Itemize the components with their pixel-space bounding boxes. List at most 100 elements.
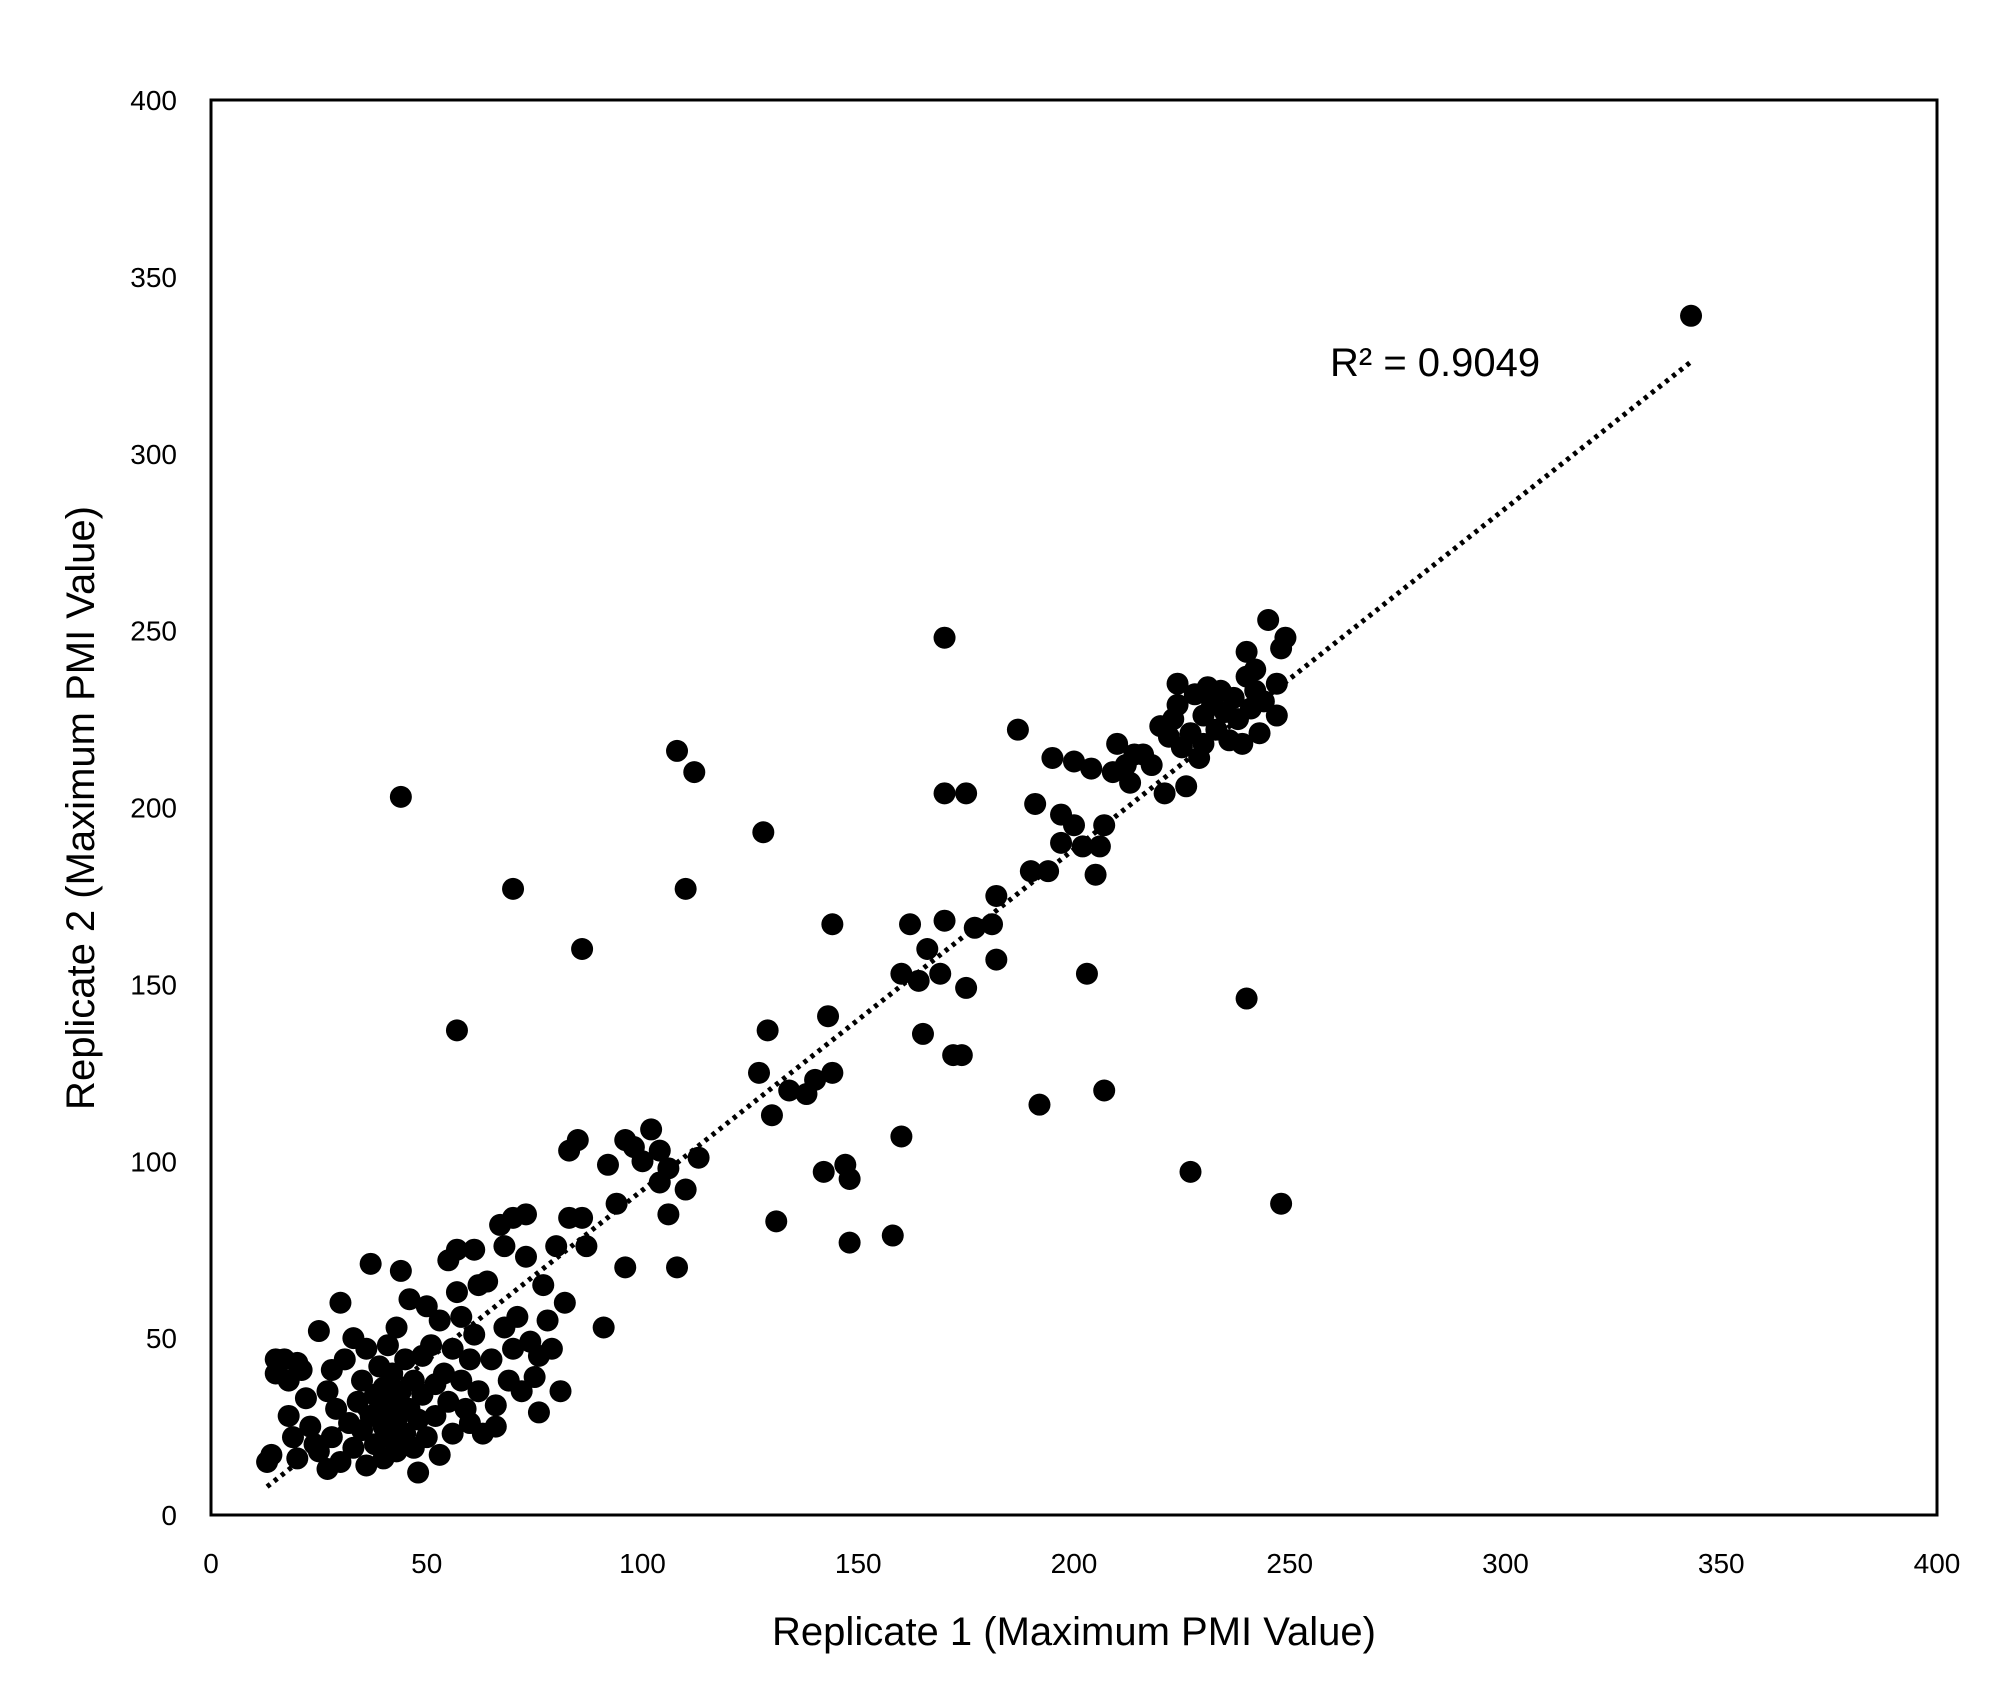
data-point (648, 1139, 671, 1162)
data-point (450, 1305, 473, 1328)
data-point (1231, 732, 1254, 755)
data-point (445, 1238, 468, 1261)
data-point (1140, 754, 1163, 777)
data-point (333, 1348, 356, 1371)
data-point (553, 1291, 576, 1314)
y-tick-label: 100 (130, 1146, 177, 1177)
data-point (329, 1450, 352, 1473)
data-point (450, 1369, 473, 1392)
y-tick-label: 350 (130, 262, 177, 293)
data-point (484, 1394, 507, 1417)
data-point (260, 1443, 283, 1466)
data-point (536, 1309, 559, 1332)
data-point (493, 1235, 516, 1258)
data-point (441, 1337, 464, 1360)
data-point (812, 1160, 835, 1183)
data-point (415, 1426, 438, 1449)
data-point (458, 1348, 481, 1371)
data-point (955, 782, 978, 805)
data-point (916, 938, 939, 960)
x-axis-title: Replicate 1 (Maximum PMI Value) (772, 1610, 1376, 1654)
data-point (752, 821, 775, 844)
data-point (407, 1408, 430, 1431)
y-axis-title: Replicate 2 (Maximum PMI Value) (59, 506, 103, 1110)
data-point (1153, 782, 1176, 805)
data-point (1024, 792, 1047, 815)
data-point (687, 1146, 710, 1169)
data-point (1093, 1079, 1116, 1102)
data-point (532, 1274, 555, 1297)
data-point (359, 1252, 382, 1275)
data-point (899, 913, 922, 936)
data-point (463, 1323, 486, 1346)
data-point (1235, 640, 1258, 663)
data-point (407, 1461, 430, 1484)
data-point (502, 1337, 525, 1360)
data-point (907, 969, 930, 992)
data-points (256, 304, 1703, 1484)
data-point (484, 1415, 507, 1438)
data-point (817, 1005, 840, 1028)
data-point (1274, 626, 1297, 649)
data-point (1248, 722, 1271, 745)
data-point (592, 1316, 615, 1339)
data-point (804, 1068, 827, 1091)
data-point (890, 962, 913, 985)
data-point (480, 1348, 503, 1371)
data-point (605, 1192, 628, 1215)
data-point (981, 913, 1004, 936)
x-tick-label: 250 (1266, 1548, 1313, 1579)
data-point (821, 1061, 844, 1084)
data-point (514, 1245, 537, 1268)
data-point (1192, 732, 1215, 755)
data-point (445, 1019, 468, 1042)
data-point (1166, 672, 1189, 695)
data-point (467, 1380, 490, 1403)
data-point (342, 1436, 365, 1459)
y-tick-label: 50 (146, 1323, 177, 1354)
data-point (748, 1061, 771, 1084)
data-point (674, 1178, 697, 1201)
x-tick-label: 350 (1698, 1548, 1745, 1579)
data-point (445, 1281, 468, 1304)
data-point (575, 1235, 598, 1258)
x-tick-label: 200 (1051, 1548, 1098, 1579)
data-point (433, 1362, 456, 1385)
data-point (963, 916, 986, 939)
y-tick-labels: 0 50 100 150 200 250 300 350 400 (130, 85, 177, 1531)
data-point (1252, 690, 1275, 713)
data-point (571, 1206, 594, 1229)
x-tick-label: 400 (1914, 1548, 1961, 1579)
data-point (985, 948, 1008, 971)
data-point (510, 1380, 533, 1403)
data-point (476, 1270, 499, 1293)
data-point (540, 1337, 563, 1360)
data-point (506, 1305, 529, 1328)
y-tick-label: 300 (130, 439, 177, 470)
x-tick-label: 100 (619, 1548, 666, 1579)
data-point (527, 1401, 550, 1424)
data-point (683, 761, 706, 784)
data-point (838, 1167, 861, 1190)
data-point (294, 1387, 317, 1410)
data-point (514, 1203, 537, 1226)
data-point (290, 1358, 313, 1381)
data-point (398, 1288, 421, 1311)
data-point (355, 1337, 378, 1360)
data-point (286, 1447, 309, 1470)
data-point (385, 1316, 408, 1339)
data-point (463, 1238, 486, 1261)
data-point (933, 782, 956, 805)
data-point (674, 877, 697, 900)
data-point (545, 1235, 568, 1258)
data-point (1028, 1093, 1051, 1116)
data-point (376, 1334, 399, 1357)
data-point (351, 1369, 374, 1392)
data-point (420, 1334, 443, 1357)
data-point (614, 1256, 637, 1279)
data-point (1019, 860, 1042, 883)
trendline (265, 359, 1693, 1489)
data-point (1257, 609, 1280, 632)
data-point (1088, 835, 1111, 858)
